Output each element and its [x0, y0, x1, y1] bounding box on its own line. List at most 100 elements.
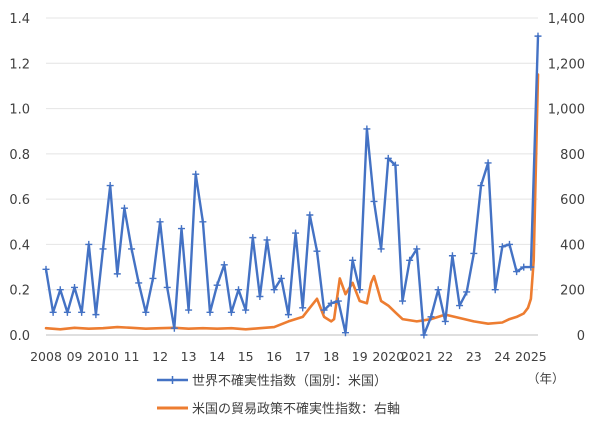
data-point-marker — [78, 308, 86, 316]
series-world-uncertainty — [42, 32, 542, 339]
data-point-marker — [356, 286, 364, 294]
data-point-marker — [49, 308, 57, 316]
x-tick-label: 22 — [437, 349, 453, 364]
x-tick-label: 2020 — [372, 349, 404, 364]
data-point-marker — [185, 306, 193, 314]
data-point-marker — [149, 274, 157, 282]
right-tick-label: 1,000 — [548, 103, 585, 118]
data-point-marker — [42, 265, 50, 273]
left-tick-label: 0.0 — [9, 329, 30, 344]
right-tick-label: 800 — [560, 148, 585, 163]
data-point-marker — [242, 306, 250, 314]
data-point-marker — [270, 286, 278, 294]
legend-label-trade-policy-uncertainty: 米国の貿易政策不確実性指数：右軸 — [192, 401, 400, 417]
x-tick-label: 13 — [181, 349, 197, 364]
data-point-marker — [327, 299, 335, 307]
left-tick-label: 0.6 — [9, 193, 30, 208]
legend-label-world-uncertainty: 世界不確実性指数（国別：米国） — [192, 373, 387, 389]
series-trade-policy-uncertainty — [44, 73, 540, 331]
data-point-marker — [235, 286, 243, 294]
legend-swatch-plus-marker — [168, 376, 177, 384]
x-tick-label: 2010 — [87, 349, 119, 364]
data-point-marker — [163, 283, 171, 291]
data-point-marker — [277, 274, 285, 282]
x-tick-label: 19 — [352, 349, 368, 364]
data-point-marker — [498, 243, 506, 251]
left-tick-label: 1.2 — [9, 57, 30, 72]
data-point-marker — [441, 317, 449, 325]
data-point-marker — [292, 229, 300, 237]
data-point-marker — [299, 304, 307, 312]
data-point-marker — [106, 182, 114, 190]
data-point-marker — [263, 236, 271, 244]
x-tick-label: 16 — [266, 349, 282, 364]
data-point-marker — [227, 308, 235, 316]
data-point-marker — [406, 256, 414, 264]
data-point-marker — [63, 308, 71, 316]
series-line — [44, 34, 540, 337]
data-point-marker — [320, 306, 328, 314]
grid-lines — [46, 17, 538, 336]
data-point-marker — [370, 197, 378, 205]
data-point-marker — [206, 308, 214, 316]
data-point-marker — [249, 234, 257, 242]
x-tick-label: 2021 — [401, 349, 433, 364]
data-point-marker — [427, 313, 435, 321]
data-point-marker — [384, 154, 392, 162]
data-point-marker — [142, 308, 150, 316]
data-point-marker — [199, 218, 207, 226]
right-tick-label: 200 — [560, 284, 585, 299]
data-point-marker — [484, 159, 492, 167]
x-tick-label: 11 — [124, 349, 140, 364]
x-tick-label: 15 — [238, 349, 254, 364]
x-tick-label: 2008 — [30, 349, 62, 364]
data-point-marker — [306, 211, 314, 219]
data-point-marker — [99, 245, 107, 253]
data-point-marker — [220, 261, 228, 269]
data-point-marker — [120, 204, 128, 212]
data-point-marker — [420, 331, 428, 339]
series-line — [44, 73, 540, 331]
data-point-marker — [113, 270, 121, 278]
data-point-marker — [213, 281, 221, 289]
x-tick-label: 24 — [494, 349, 510, 364]
x-tick-label: 09 — [67, 349, 83, 364]
data-point-marker — [128, 245, 136, 253]
data-point-marker — [341, 329, 349, 337]
data-point-marker — [534, 32, 542, 40]
x-tick-label: 14 — [209, 349, 225, 364]
left-axis-tick-labels: 0.0 0.2 0.4 0.6 0.8 1.0 1.2 1.4 — [9, 12, 30, 344]
x-tick-label: 23 — [466, 349, 482, 364]
left-tick-label: 0.2 — [9, 284, 30, 299]
data-point-marker — [391, 161, 399, 169]
data-point-marker — [505, 240, 513, 248]
data-point-marker — [513, 268, 521, 276]
left-tick-label: 1.0 — [9, 103, 30, 118]
data-point-marker — [470, 249, 478, 257]
x-axis-unit-label: （年） — [527, 371, 565, 386]
data-point-marker — [170, 324, 178, 332]
left-tick-label: 1.4 — [9, 12, 30, 27]
data-point-marker — [363, 125, 371, 133]
x-tick-label: 12 — [152, 349, 168, 364]
data-point-marker — [92, 311, 100, 319]
data-point-marker — [349, 256, 357, 264]
data-point-marker — [527, 263, 535, 271]
right-axis-tick-labels: 0 200 400 600 800 1,000 1,200 1,400 — [548, 12, 585, 344]
x-tick-label: 18 — [323, 349, 339, 364]
data-point-marker — [448, 252, 456, 260]
data-point-marker — [456, 302, 464, 310]
data-point-marker — [284, 311, 292, 319]
data-point-marker — [463, 288, 471, 296]
data-point-marker — [177, 225, 185, 233]
data-point-marker — [256, 293, 264, 301]
x-tick-label: 2025 — [515, 349, 547, 364]
right-tick-label: 400 — [560, 238, 585, 253]
data-point-marker — [399, 297, 407, 305]
data-point-marker — [491, 286, 499, 294]
right-tick-label: 1,400 — [548, 12, 585, 27]
data-point-marker — [520, 263, 528, 271]
legend: 世界不確実性指数（国別：米国） 米国の貿易政策不確実性指数：右軸 — [157, 373, 400, 417]
